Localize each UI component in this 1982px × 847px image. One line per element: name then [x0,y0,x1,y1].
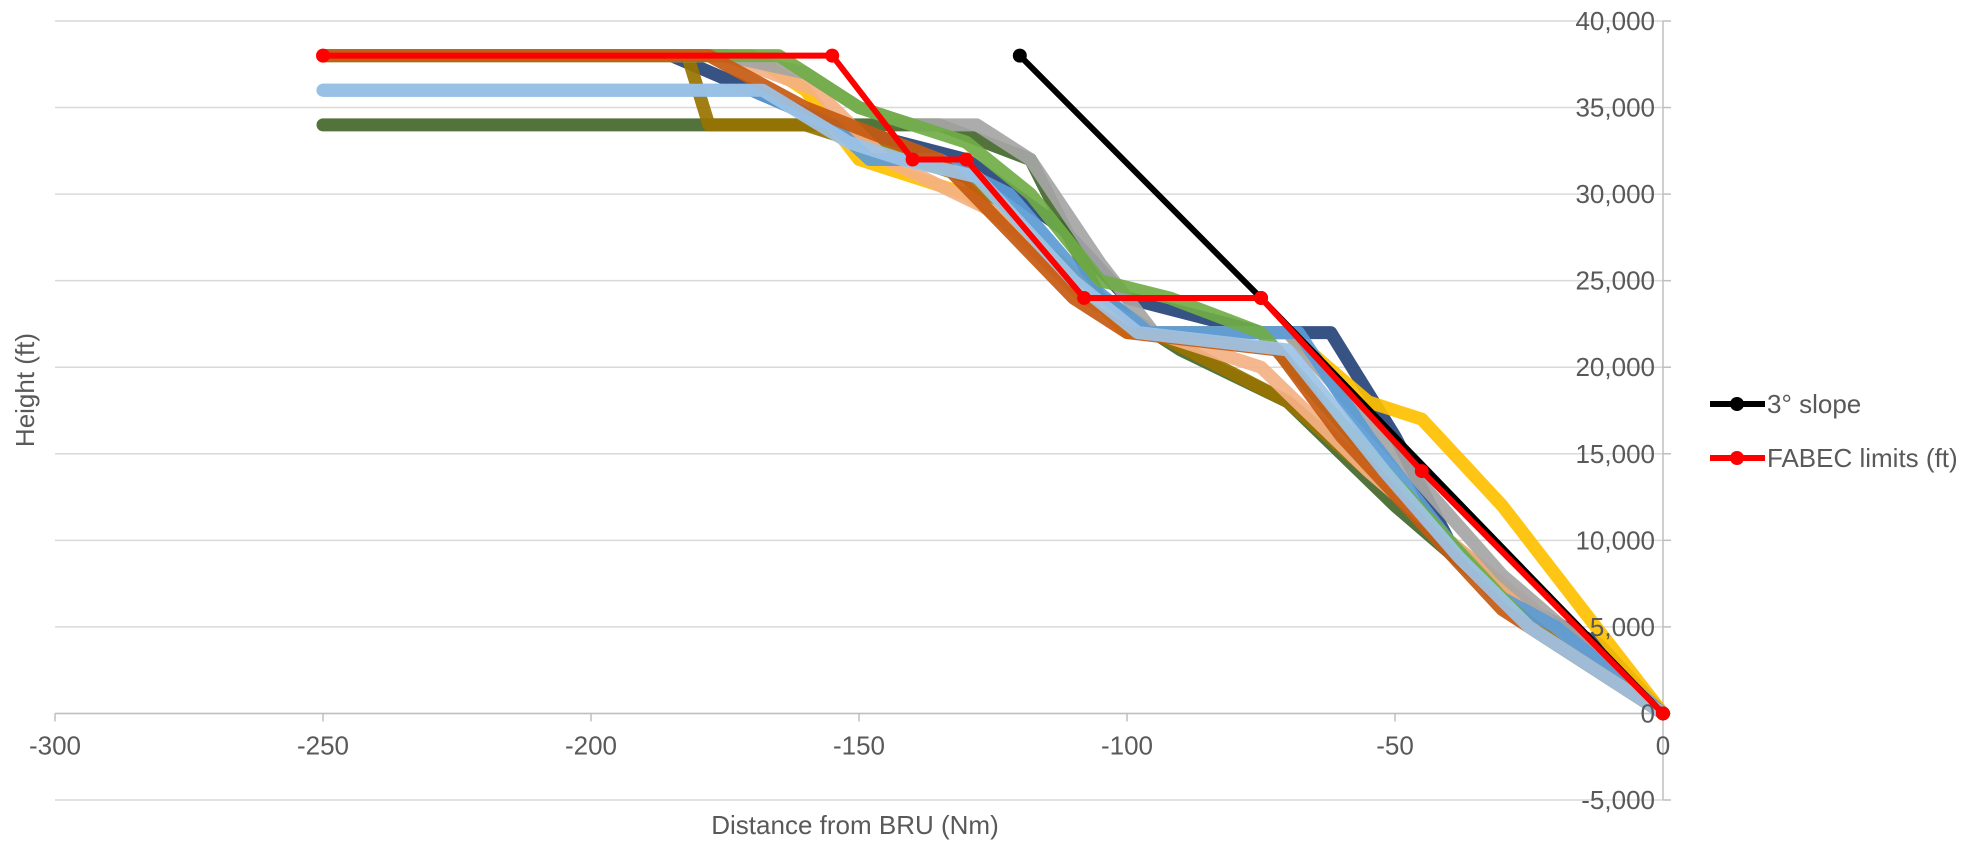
x-tick-label-6: 0 [1656,730,1670,760]
legend-swatch-marker-1 [1730,451,1744,465]
series-1-point-0 [316,48,330,63]
x-tick-label-1: -250 [297,730,349,760]
y-axis-title: Height (ft) [10,333,40,447]
track-line-5 [316,49,1670,720]
x-tick-label-4: -100 [1101,730,1153,760]
series-1-point-1 [825,48,840,63]
track-line-9 [316,83,1670,720]
x-tick-label-2: -200 [565,730,617,760]
y-tick-label-7: 30,000 [1575,179,1655,209]
x-tick-label-5: -50 [1376,730,1414,760]
y-tick-label-2: 5,000 [1590,612,1655,642]
y-tick-label-8: 35,000 [1575,93,1655,123]
track-line-7 [316,49,1670,720]
x-axis-title: Distance from BRU (Nm) [711,810,998,840]
series-1-point-6 [1414,464,1429,479]
track-line-3 [316,49,1670,720]
track-line-6 [316,83,1670,720]
legend-label-1: FABEC limits (ft) [1767,443,1958,473]
track-line-0 [316,49,1670,720]
y-tick-label-5: 20,000 [1575,352,1655,382]
y-tick-label-4: 15,000 [1575,439,1655,469]
series-0-point-0 [1012,48,1027,63]
series-1-point-5 [1254,290,1268,305]
track-line-4 [316,49,1670,720]
y-tick-label-0: -5,000 [1581,785,1655,815]
y-tick-label-3: 10,000 [1575,525,1655,555]
legend-label-0: 3° slope [1767,389,1861,419]
series-1-point-4 [1077,290,1092,305]
y-tick-label-1: 0 [1641,698,1655,728]
y-tick-label-6: 25,000 [1575,266,1655,296]
series-line-1 [323,52,1666,716]
x-tick-label-3: -150 [833,730,885,760]
tick-labels: -300 -250 -200 -150 -100 -50 0-5,00005,00010,0… [29,6,1670,815]
series [316,48,1670,721]
background-tracks [316,49,1670,720]
x-tick-label-0: -300 [29,730,81,760]
series-1-point-7 [1656,706,1670,721]
y-tick-label-9: 40,000 [1575,6,1655,36]
track-line-2 [316,49,1670,720]
axes [54,20,1671,801]
series-1-point-2 [905,152,920,167]
legend-swatch-marker-0 [1730,397,1744,411]
track-line-8 [316,49,1670,720]
legend: 3° slope FABEC limits (ft) [1710,389,1958,473]
series-1-point-3 [959,152,974,167]
